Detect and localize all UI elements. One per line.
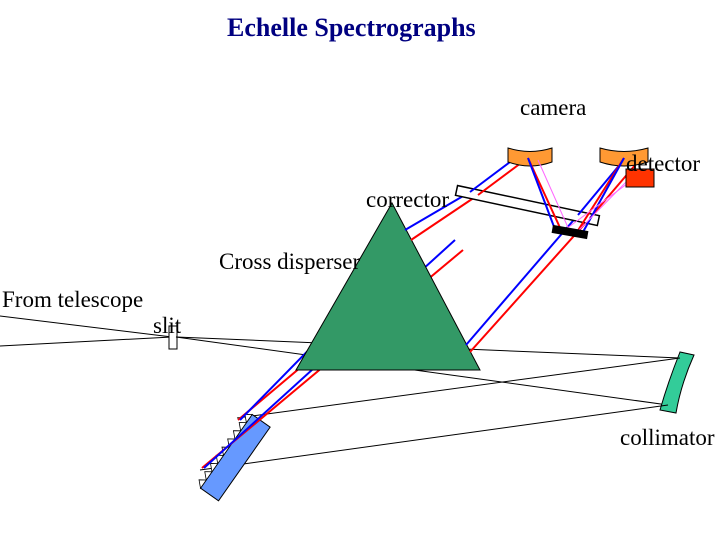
- label-corrector: corrector: [366, 187, 449, 213]
- label-camera: camera: [520, 95, 586, 121]
- label-from-telescope: From telescope: [2, 287, 143, 313]
- telescope-rays: [0, 316, 172, 346]
- cross-disperser-prism: [296, 203, 480, 370]
- label-slit: slit: [153, 313, 181, 339]
- collimator-to-grating-rays: [200, 358, 680, 470]
- label-cross-disperser: Cross disperser: [219, 249, 360, 275]
- echelle-grating: [196, 411, 271, 501]
- label-detector: detector: [626, 151, 700, 177]
- corrector-plate: [455, 186, 599, 226]
- label-collimator: collimator: [620, 425, 715, 451]
- collimator-mirror: [660, 352, 694, 413]
